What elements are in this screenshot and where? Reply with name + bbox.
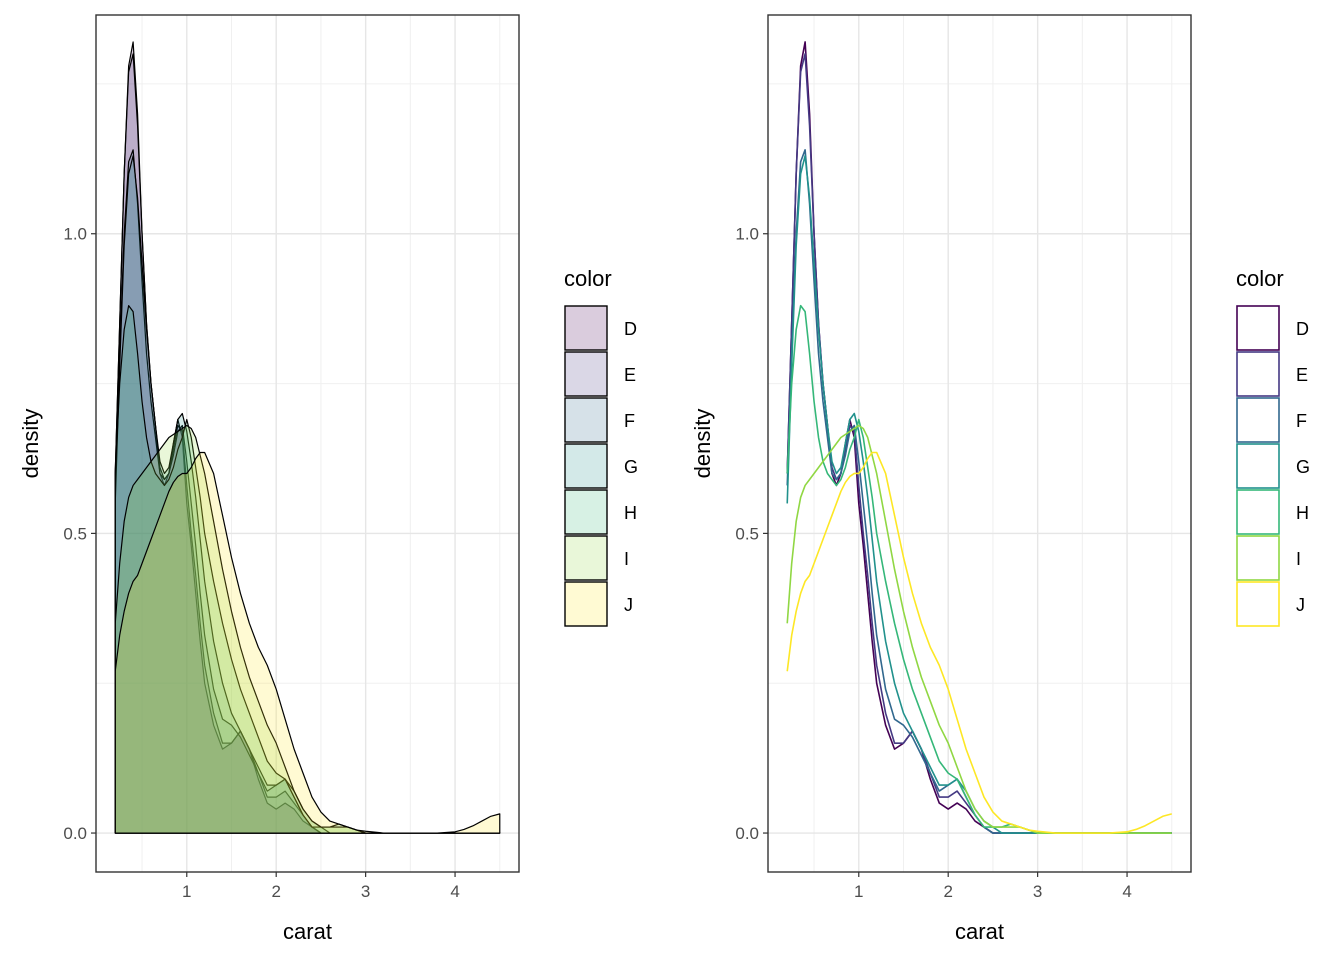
legend: color D E F G H I J [564,266,638,627]
legend-label-E: E [1296,365,1308,385]
y-tick-label: 1.0 [63,225,87,244]
legend-key-J [564,581,608,627]
y-tick-label: 0.5 [63,524,87,543]
legend-label-H: H [1296,503,1309,523]
y-tick-label: 0.0 [735,824,759,843]
legend-label-H: H [624,503,637,523]
legend-key-E [1236,351,1280,397]
x-tick-label: 1 [182,882,191,901]
y-tick-label: 0.5 [735,524,759,543]
gridlines [96,15,519,872]
axes: 1 2 3 4 0.0 0.5 1.0 [63,225,459,901]
legend: color D E F G H I J [1236,266,1310,627]
legend-label-D: D [1296,319,1309,339]
legend-label-G: G [1296,457,1310,477]
panel-border [767,14,1192,873]
y-tick-label: 0.0 [63,824,87,843]
legend-key-bg [564,397,608,443]
panel-border [95,14,520,873]
legend-key-bg [564,535,608,581]
y-axis-title: density [690,409,715,479]
x-tick-label: 4 [1122,882,1131,901]
legend-key-bg [564,581,608,627]
legend-title: color [564,266,612,291]
x-tick-label: 4 [450,882,459,901]
legend-key-I [564,535,608,581]
x-tick-label: 2 [271,882,280,901]
legend-label-D: D [624,319,637,339]
legend-key-D [564,305,608,351]
legend-label-G: G [624,457,638,477]
legend-label-J: J [1296,595,1305,615]
legend-label-E: E [624,365,636,385]
legend-label-F: F [1296,411,1307,431]
x-axis-title: carat [955,919,1004,944]
legend-key-F [564,397,608,443]
y-tick-label: 1.0 [735,225,759,244]
legend-key-G [564,443,608,489]
legend-key-bg [564,305,608,351]
density-area-J [114,451,501,834]
legend-label-F: F [624,411,635,431]
x-tick-label: 3 [361,882,370,901]
x-tick-label: 2 [943,882,952,901]
left-panel-filled-density: 1 2 3 4 0.0 0.5 1.0 carat density color D E F G H I J [18,14,638,944]
legend-label-J: J [624,595,633,615]
legend-key-I [1236,535,1280,581]
legend-title: color [1236,266,1284,291]
x-axis-title: carat [283,919,332,944]
legend-label-I: I [624,549,629,569]
legend-label-I: I [1296,549,1301,569]
series-group [786,41,1172,834]
legend-key-G [1236,443,1280,489]
y-axis-title: density [18,409,43,479]
legend-key-bg [564,443,608,489]
legend-key-F [1236,397,1280,443]
x-tick-label: 1 [854,882,863,901]
legend-key-bg [564,351,608,397]
x-tick-label: 3 [1033,882,1042,901]
right-panel-line-density: 1 2 3 4 0.0 0.5 1.0 carat density color D E F G H I J [690,14,1310,944]
series-group [114,41,501,834]
legend-key-bg [564,489,608,535]
legend-key-H [564,489,608,535]
legend-key-E [564,351,608,397]
legend-key-J [1236,581,1280,627]
legend-key-D [1236,305,1280,351]
axes: 1 2 3 4 0.0 0.5 1.0 [735,225,1131,901]
legend-key-H [1236,489,1280,535]
density-line-J [786,451,1172,834]
